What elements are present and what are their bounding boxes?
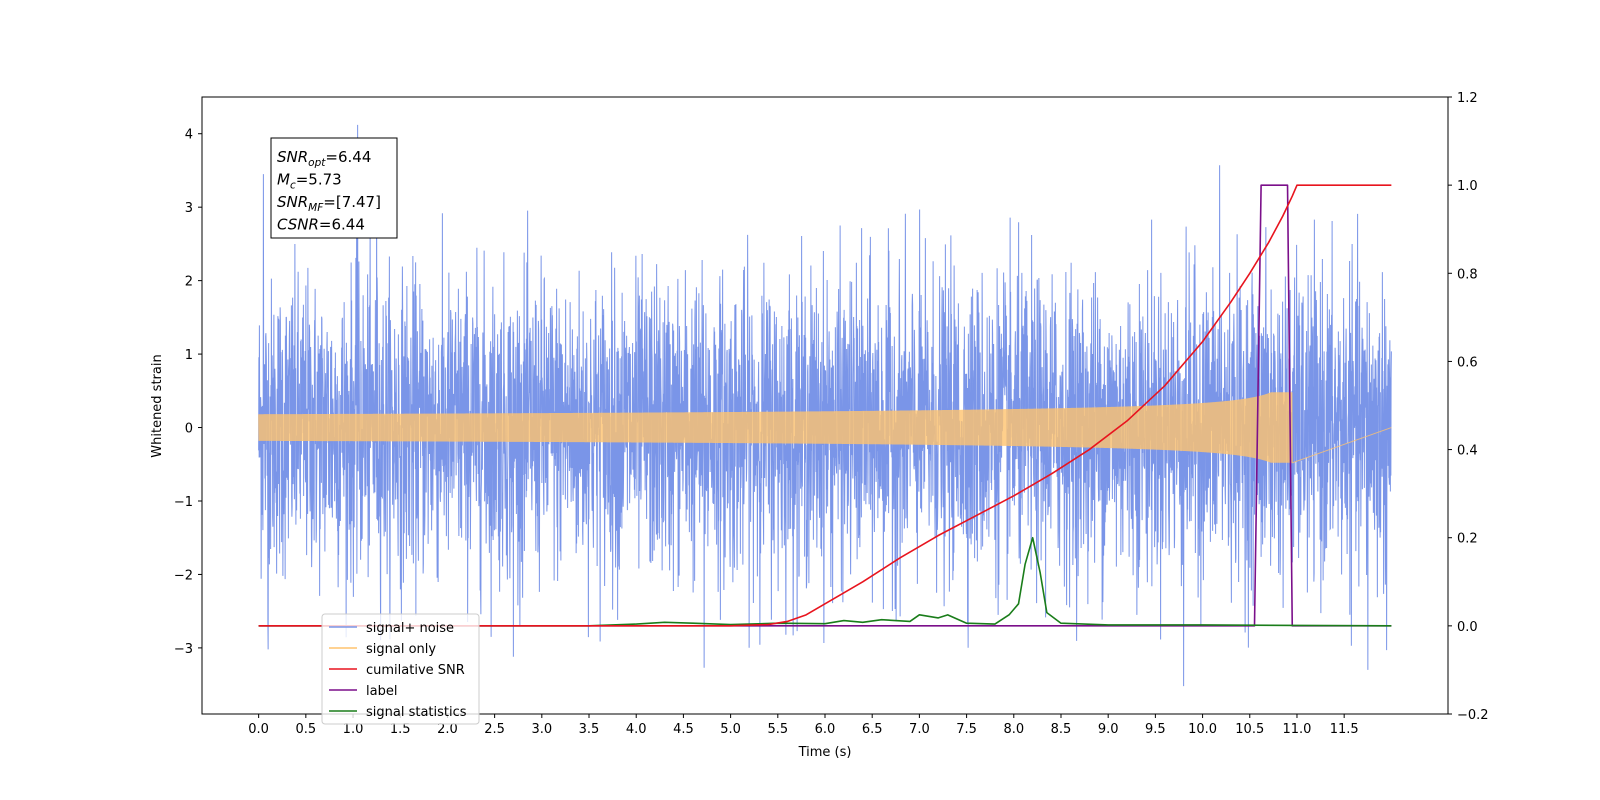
y-tick-label: 1 xyxy=(185,348,193,363)
annotation-symbol: M xyxy=(277,171,290,189)
annotation-value: =6.44 xyxy=(325,148,371,166)
annotation-frame xyxy=(270,137,398,239)
x-tick-label: 11.5 xyxy=(1330,722,1359,737)
annotation-subscript: MF xyxy=(308,202,324,214)
x-tick-label: 2.0 xyxy=(437,722,458,737)
y-tick-label: −2 xyxy=(174,568,193,583)
annotation-symbol: SNR xyxy=(277,193,308,211)
y2-tick-label: −0.2 xyxy=(1457,708,1489,723)
x-tick-label: 9.5 xyxy=(1145,722,1166,737)
x-tick-label: 7.5 xyxy=(956,722,977,737)
series-signal-only xyxy=(258,392,1392,464)
y-tick-label: 3 xyxy=(185,201,193,216)
y-tick-label: −1 xyxy=(174,495,193,510)
y2-tick-label: 0.4 xyxy=(1457,444,1478,459)
y-axis-label: Whitened strain xyxy=(150,354,165,457)
legend-label: signal only xyxy=(366,642,436,657)
x-tick-label: 3.0 xyxy=(531,722,552,737)
series-cumulative-snr xyxy=(258,184,1392,627)
series-signal-noise xyxy=(258,124,1392,687)
annotation-subscript: c xyxy=(290,180,296,192)
y2-tick-label: 0.6 xyxy=(1457,355,1478,370)
y2-tick-label: 0.2 xyxy=(1457,532,1478,547)
x-tick-label: 0.0 xyxy=(248,722,269,737)
x-tick-label: 1.0 xyxy=(343,722,364,737)
annotation-line: SNRopt=6.44 xyxy=(277,148,371,169)
y-tick-label: 0 xyxy=(185,422,193,437)
legend-label: signal+ noise xyxy=(366,621,454,636)
legend-label: cumilative SNR xyxy=(366,663,465,678)
legend-label: label xyxy=(366,684,397,699)
y2-tick-label: 0.8 xyxy=(1457,267,1478,282)
y-tick-label: 2 xyxy=(185,275,193,290)
x-tick-label: 3.5 xyxy=(579,722,600,737)
annotation-value: =5.73 xyxy=(296,171,342,189)
x-axis-label: Time (s) xyxy=(798,745,852,760)
series-layer xyxy=(258,124,1392,687)
series-signal-statistics xyxy=(258,536,1392,627)
x-tick-label: 0.5 xyxy=(295,722,316,737)
x-axis: 0.0 0.5 1.0 1.5 2.0 2.5 3.0 3.5 4.0 4.5 5.0 5.5 6.0 6… xyxy=(248,714,1359,737)
x-tick-label: 8.5 xyxy=(1051,722,1072,737)
annotation-line: Mc=5.73 xyxy=(277,171,342,192)
x-tick-label: 10.5 xyxy=(1235,722,1264,737)
x-tick-label: 8.0 xyxy=(1003,722,1024,737)
y2-tick-label: 0.0 xyxy=(1457,620,1478,635)
x-tick-label: 2.5 xyxy=(484,722,505,737)
annotation-value: =[7.47] xyxy=(323,193,381,211)
x-tick-label: 5.0 xyxy=(720,722,741,737)
legend-label: signal statistics xyxy=(366,705,467,720)
x-tick-label: 7.0 xyxy=(909,722,930,737)
y2-tick-label: 1.0 xyxy=(1457,179,1478,194)
x-tick-label: 6.0 xyxy=(815,722,836,737)
annotation-symbol: SNR xyxy=(277,148,308,166)
y-axis-right: −0.2 0.0 0.2 0.4 0.6 0.8 1.0 1.2 xyxy=(1448,91,1489,723)
annotation-line: CSNR=6.44 xyxy=(277,216,365,234)
x-tick-label: 11.0 xyxy=(1282,722,1311,737)
x-tick-label: 4.0 xyxy=(626,722,647,737)
y-tick-label: 4 xyxy=(185,128,193,143)
x-tick-label: 10.0 xyxy=(1188,722,1217,737)
x-tick-label: 9.0 xyxy=(1098,722,1119,737)
x-tick-label: 6.5 xyxy=(862,722,883,737)
x-tick-label: 5.5 xyxy=(767,722,788,737)
y-tick-label: −3 xyxy=(174,642,193,657)
legend: signal+ noise signal only cumilative SNR la… xyxy=(321,613,480,725)
x-tick-label: 4.5 xyxy=(673,722,694,737)
annotation-value: =6.44 xyxy=(319,216,365,234)
annotation-line: SNRMF=[7.47] xyxy=(277,193,381,214)
x-tick-label: 1.5 xyxy=(390,722,411,737)
y-axis-left: −3 −2 −1 0 1 2 3 4 xyxy=(174,128,202,657)
y2-tick-label: 1.2 xyxy=(1457,91,1478,106)
annotation-symbol: CSNR xyxy=(277,216,319,234)
annotation-subscript: opt xyxy=(308,157,326,169)
legend-frame xyxy=(321,613,480,725)
